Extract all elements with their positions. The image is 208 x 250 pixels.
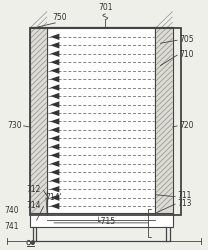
Polygon shape <box>50 152 59 158</box>
Polygon shape <box>50 101 59 108</box>
Bar <box>30 28 181 214</box>
Text: 720: 720 <box>180 121 194 130</box>
Text: 714: 714 <box>26 201 41 210</box>
Polygon shape <box>50 84 59 91</box>
Polygon shape <box>50 93 59 99</box>
Polygon shape <box>50 169 59 175</box>
Polygon shape <box>50 110 59 116</box>
Text: 712: 712 <box>27 185 41 194</box>
Bar <box>30 213 173 227</box>
Text: 710: 710 <box>180 50 194 59</box>
Polygon shape <box>50 178 59 184</box>
Bar <box>155 28 173 214</box>
Text: └715: └715 <box>96 218 115 226</box>
Text: 713: 713 <box>178 199 192 208</box>
Polygon shape <box>50 160 59 167</box>
Text: 714': 714' <box>45 193 62 202</box>
Polygon shape <box>50 34 59 40</box>
Polygon shape <box>50 118 59 125</box>
Circle shape <box>31 241 34 244</box>
Text: 730: 730 <box>7 121 22 130</box>
Text: 750: 750 <box>52 13 67 22</box>
Polygon shape <box>50 68 59 74</box>
Text: 740: 740 <box>4 206 19 215</box>
Polygon shape <box>50 144 59 150</box>
Bar <box>30 28 47 214</box>
Polygon shape <box>50 194 59 201</box>
Text: 701: 701 <box>98 3 113 12</box>
Polygon shape <box>50 203 59 209</box>
Polygon shape <box>50 127 59 133</box>
Polygon shape <box>50 42 59 48</box>
Polygon shape <box>50 50 59 57</box>
Polygon shape <box>50 135 59 141</box>
Polygon shape <box>50 186 59 192</box>
Polygon shape <box>50 76 59 82</box>
Text: 741: 741 <box>4 222 19 232</box>
Text: 705: 705 <box>180 35 194 44</box>
Text: 711: 711 <box>178 192 192 200</box>
Bar <box>47 28 155 214</box>
Polygon shape <box>50 59 59 66</box>
